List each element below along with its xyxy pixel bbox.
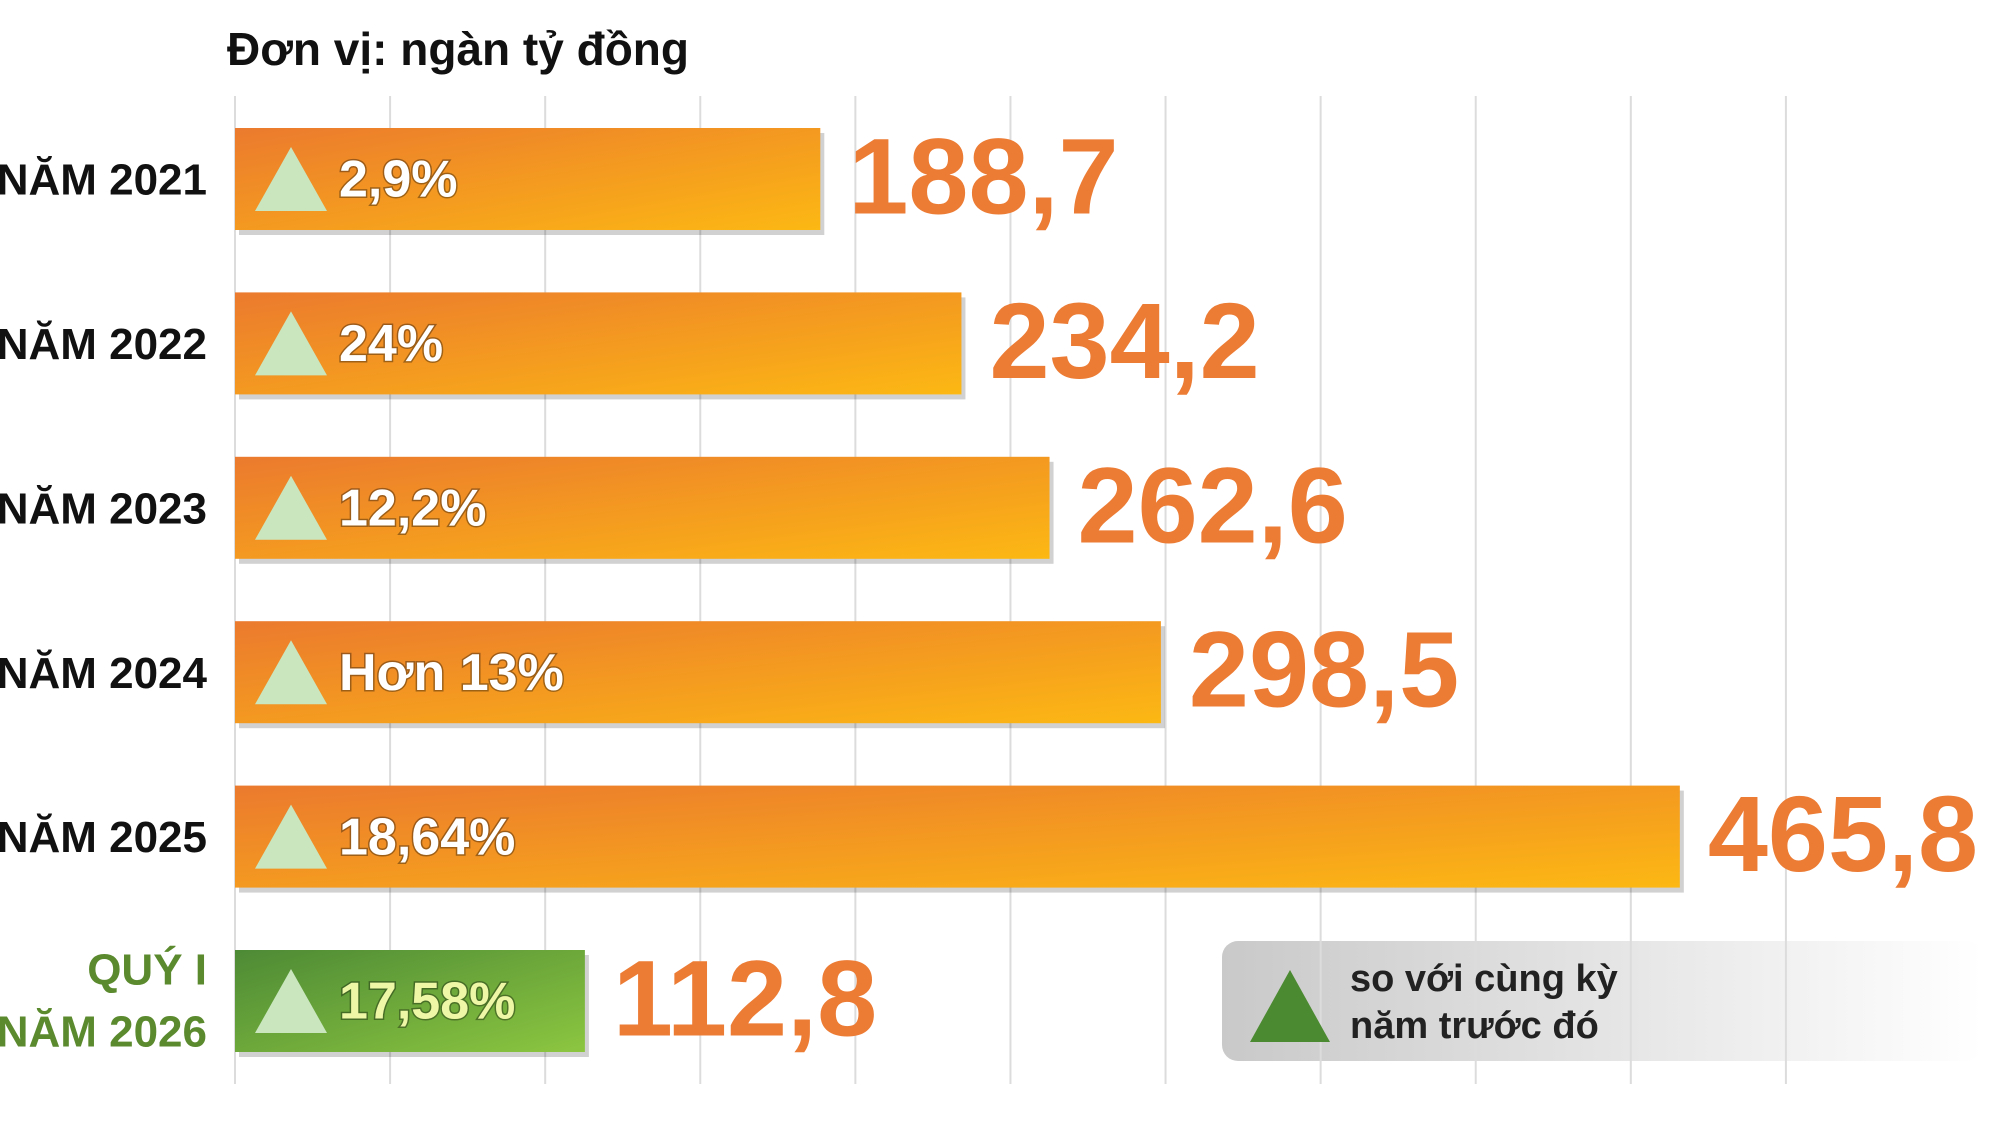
value-label: 262,6 — [1078, 444, 1348, 565]
legend-box — [1222, 941, 1982, 1061]
value-label: 234,2 — [989, 280, 1259, 401]
growth-label: 2,9% — [339, 151, 458, 209]
growth-icon — [255, 475, 327, 540]
category-label: QUÝ I — [87, 945, 207, 995]
value-label: 188,7 — [848, 116, 1118, 237]
legend-text: năm trước đó — [1350, 1005, 1599, 1047]
legend-text: so với cùng kỳ — [1350, 958, 1618, 1000]
legend-icon — [1250, 970, 1330, 1042]
growth-icon — [255, 311, 327, 376]
bar — [235, 785, 1680, 888]
growth-icon — [255, 640, 327, 705]
value-label: 298,5 — [1189, 609, 1459, 730]
value-label: 112,8 — [613, 938, 877, 1059]
growth-icon — [255, 147, 327, 211]
bar — [235, 621, 1161, 724]
chart-title: Đơn vị: ngàn tỷ đồng — [227, 23, 689, 75]
bar — [235, 292, 962, 395]
growth-label: 24% — [339, 315, 443, 373]
bar — [235, 456, 1050, 559]
category-label: NĂM 2021 — [0, 155, 207, 205]
value-label: 465,8 — [1708, 773, 1978, 894]
category-label: NĂM 2026 — [0, 1007, 207, 1057]
growth-label: 17,58% — [339, 973, 515, 1031]
growth-label: Hơn 13% — [339, 644, 564, 702]
growth-icon — [255, 804, 327, 869]
bar — [235, 128, 821, 230]
growth-icon — [255, 969, 327, 1033]
category-label: NĂM 2023 — [0, 483, 207, 533]
category-label: NĂM 2025 — [0, 812, 207, 862]
growth-label: 12,2% — [339, 480, 486, 538]
growth-label: 18,64% — [339, 808, 515, 866]
category-label: NĂM 2022 — [0, 319, 207, 369]
category-label: NĂM 2024 — [0, 648, 208, 698]
